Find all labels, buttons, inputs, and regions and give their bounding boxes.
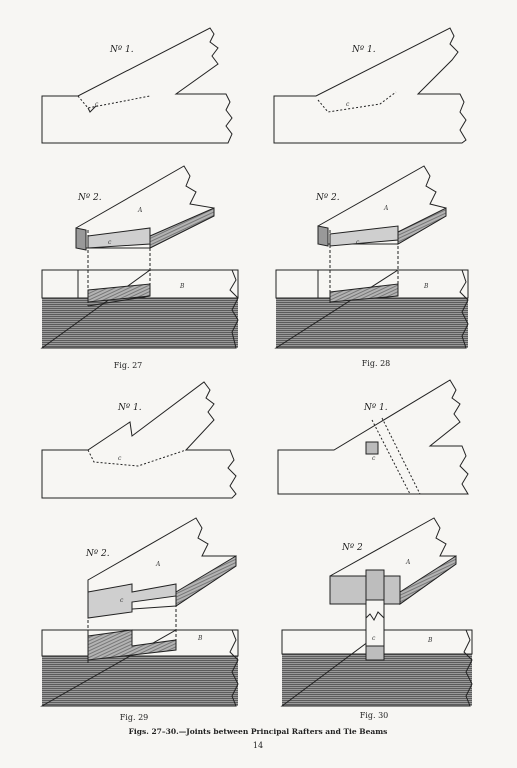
fig30-caption: Fig. 30 — [360, 711, 389, 720]
fig27-no1-letter-c: c — [95, 101, 99, 108]
fig30-letter-c: c — [372, 635, 376, 642]
fig30-no1-label: Nº 1. — [363, 403, 388, 413]
fig29-no2-drawing — [40, 517, 239, 707]
fig29-no1-drawing — [41, 381, 237, 499]
fig27-no2-drawing — [40, 165, 239, 349]
fig28-letter-a: A — [383, 205, 389, 212]
fig30-no2-label: Nº 2 — [341, 543, 363, 553]
fig28-no1-letter-c: c — [346, 101, 350, 108]
fig27-no2-label: Nº 2. — [77, 193, 102, 203]
figure-28: Nº 1. c Nº 2. A B c Fig. 28 — [273, 27, 469, 368]
fig28-letter-b: B — [423, 283, 429, 290]
figure-27: Nº 1. c Nº 2. A B c Fig. 27 — [40, 27, 239, 370]
fig29-letter-a: A — [155, 561, 161, 568]
fig29-no1-label: Nº 1. — [117, 403, 142, 413]
fig27-letter-a: A — [137, 207, 143, 214]
fig30-no1-letter-c: c — [372, 455, 376, 462]
fig29-caption: Fig. 29 — [120, 713, 149, 722]
fig30-letter-a: A — [405, 559, 411, 566]
figure-30: Nº 1. c Nº 2 A B c Fig. 30 — [277, 379, 473, 720]
fig30-no2-drawing — [280, 517, 473, 707]
fig27-no1-drawing — [41, 27, 233, 144]
page-number: 14 — [253, 741, 263, 750]
fig29-letter-c: c — [120, 597, 124, 604]
plate-caption: Figs. 27–30.—Joints between Principal Ra… — [129, 727, 388, 736]
fig27-no1-label: Nº 1. — [109, 45, 134, 55]
fig27-caption: Fig. 27 — [114, 361, 143, 370]
fig28-no2-drawing — [274, 165, 469, 349]
fig29-no2-label: Nº 2. — [85, 549, 110, 559]
fig28-no1-drawing — [273, 27, 467, 144]
fig27-letter-c: c — [108, 239, 112, 246]
fig28-no1-label: Nº 1. — [351, 45, 376, 55]
fig28-letter-c: c — [356, 239, 360, 246]
fig29-letter-b: B — [197, 635, 203, 642]
fig28-no2-label: Nº 2. — [315, 193, 340, 203]
fig27-letter-b: B — [179, 283, 185, 290]
fig30-letter-b: B — [427, 637, 433, 644]
fig30-no1-drawing — [277, 379, 469, 495]
fig28-caption: Fig. 28 — [362, 359, 391, 368]
fig29-no1-letter-c: c — [118, 455, 122, 462]
figure-29: Nº 1. c Nº 2. A B c Fig. 29 — [40, 381, 239, 722]
